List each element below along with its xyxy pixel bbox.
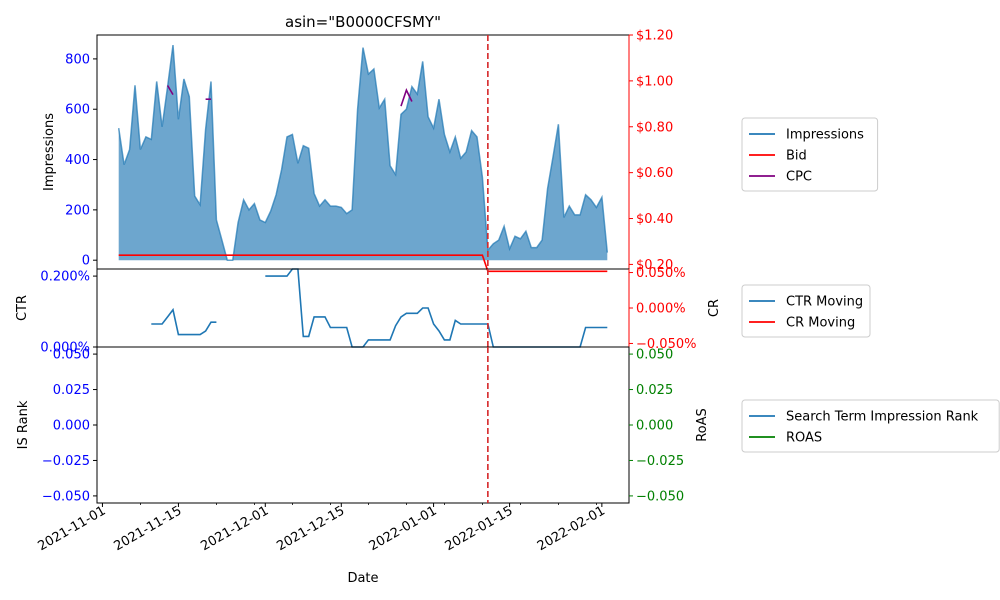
panel-bottom: −0.050 −0.025 0.000 0.025 0.050 −0.050 −0.025 0… — [16, 346, 710, 504]
right-tick-label: $0.80 — [636, 120, 673, 135]
left-tick-label: 0.050 — [53, 348, 90, 363]
legend-label: CTR Moving — [786, 295, 863, 310]
legend-label: Bid — [786, 149, 807, 164]
y-axis-label: Impressions — [42, 113, 57, 191]
y-axis-label: IS Rank — [16, 400, 31, 449]
right-tick-label: −0.025 — [636, 454, 684, 469]
right-tick-label: $1.20 — [636, 29, 673, 44]
right-tick-label: $0.60 — [636, 166, 673, 181]
x-axis-label: Date — [347, 571, 378, 586]
ctr-moving-line — [151, 307, 217, 336]
cpc-line — [166, 85, 174, 96]
legend-box — [741, 284, 871, 338]
right-tick-label: $0.40 — [636, 212, 673, 227]
legend-label: ROAS — [786, 431, 822, 446]
left-tick-label: −0.025 — [42, 454, 90, 469]
left-tick-label: 0.200% — [40, 270, 90, 285]
left-tick-label: 0.000 — [53, 419, 90, 434]
impressions-area — [118, 45, 608, 261]
right-tick-label: −0.050% — [636, 337, 696, 352]
left-tick-label: −0.050 — [42, 489, 90, 504]
right-tick-label: 0.050 — [636, 348, 673, 363]
legend-label: CPC — [786, 170, 812, 185]
right-tick-label: 0.000 — [636, 419, 673, 434]
legend-label: CR Moving — [786, 316, 855, 331]
right-tick-label: −0.050 — [636, 489, 684, 504]
legend-label: Impressions — [786, 128, 864, 143]
impressions-line — [117, 45, 609, 261]
legend-top: Impressions Bid CPC — [741, 117, 879, 192]
y-axis-label: CTR — [15, 295, 30, 321]
cpc-line — [400, 87, 413, 107]
left-tick-label: 200 — [65, 203, 90, 218]
right-tick-label: 0.025 — [636, 383, 673, 398]
left-tick-label: 0.025 — [53, 383, 90, 398]
left-tick-label: 400 — [65, 153, 90, 168]
y2-axis-label: RoAS — [695, 408, 710, 442]
y2-axis-label: CR — [707, 299, 722, 317]
left-tick-label: 0.000% — [40, 341, 90, 356]
legend-label: Search Term Impression Rank — [786, 410, 979, 425]
right-tick-label: 0.000% — [636, 302, 686, 317]
right-tick-label: $1.00 — [636, 74, 673, 89]
right-tick-label: 0.050% — [636, 266, 686, 281]
left-tick-label: 800 — [65, 52, 90, 67]
left-tick-label: 600 — [65, 103, 90, 118]
left-tick-label: 0 — [82, 254, 90, 269]
panel-middle: 0.000% 0.200% −0.050% 0.000% 0.050% CTR CR — [15, 266, 722, 355]
chart-title: asin="B0000CFSMY" — [285, 13, 441, 31]
legend-middle: CTR Moving CR Moving — [741, 284, 871, 338]
right-tick-label: $0.20 — [636, 258, 673, 273]
legend-box — [741, 399, 1000, 453]
panel-top: 0 200 400 600 800 $0.20 $0.40 $0.60 $0.80 $1.00 $1… — [42, 29, 673, 273]
legend-bottom: Search Term Impression Rank ROAS — [741, 399, 1000, 453]
legend-box — [741, 117, 879, 192]
bid-line — [118, 254, 608, 273]
